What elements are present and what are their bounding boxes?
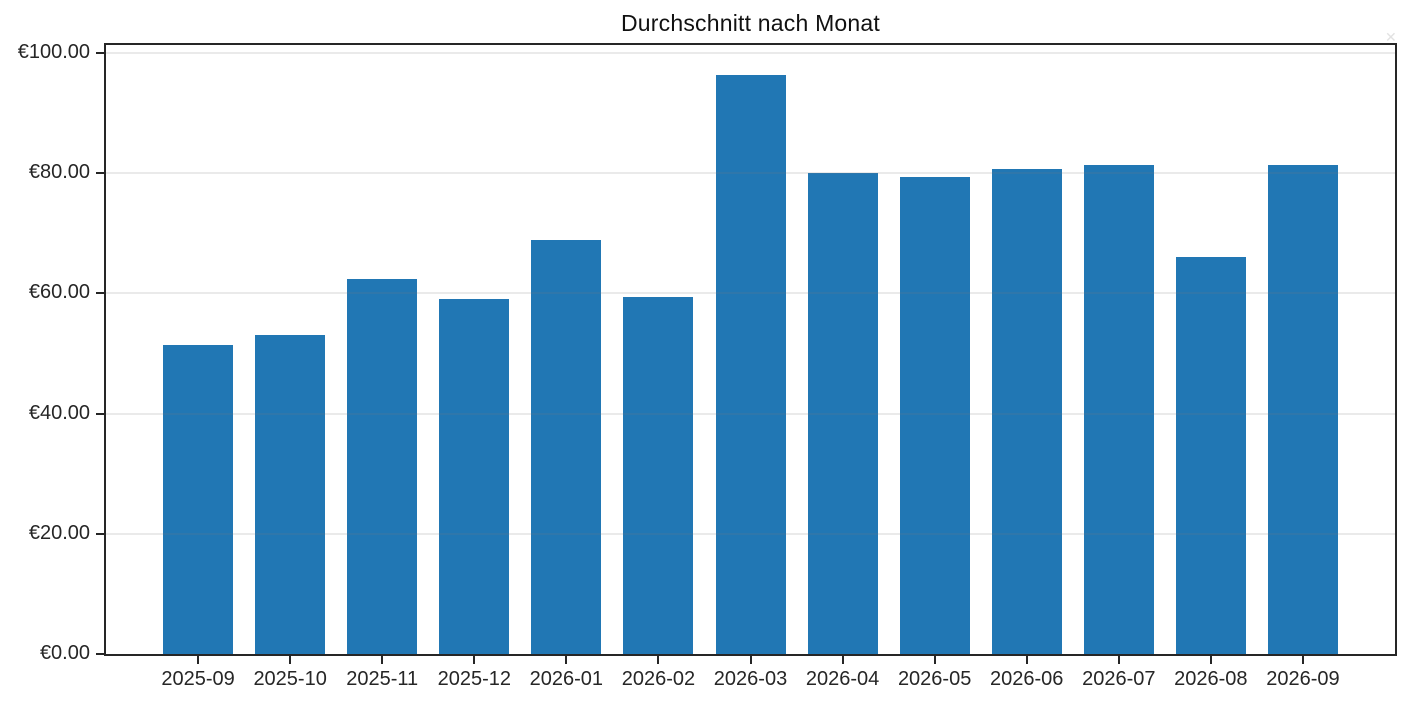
y-tick-mark — [96, 292, 104, 295]
x-tick-label: 2026-04 — [805, 668, 880, 690]
x-tick-label: 2026-09 — [1266, 668, 1340, 690]
bar-2025-09 — [163, 345, 234, 654]
y-tick-label: €100.00 — [17, 40, 90, 63]
gridline — [106, 172, 1395, 175]
bar-2026-09 — [1267, 165, 1338, 654]
bar-2026-01 — [531, 239, 602, 654]
x-tick-mark — [565, 656, 568, 664]
y-tick-label: €0.00 — [39, 642, 90, 664]
x-tick-label: 2025-09 — [161, 668, 235, 690]
x-tick-label: 2026-06 — [990, 668, 1064, 690]
bar-2026-02 — [623, 296, 694, 654]
y-tick-label: €80.00 — [28, 161, 90, 184]
bar-2026-04 — [807, 173, 878, 654]
x-tick-label: 2026-03 — [713, 668, 788, 690]
x-tick-label: 2026-08 — [1174, 668, 1248, 690]
bar-2026-03 — [715, 75, 786, 654]
y-tick-mark — [96, 412, 104, 415]
y-tick-label: €40.00 — [28, 401, 90, 424]
faint-corner-mark-icon: ✕ — [1385, 29, 1397, 45]
x-tick-mark — [657, 656, 660, 664]
x-tick-mark — [289, 656, 292, 664]
y-tick-label: €20.00 — [28, 521, 90, 544]
gridline — [106, 292, 1395, 295]
x-tick-label: 2025-11 — [346, 668, 419, 690]
x-tick-mark — [933, 656, 936, 664]
bar-2026-05 — [899, 176, 970, 654]
bar-2026-08 — [1175, 257, 1246, 654]
x-tick-mark — [473, 656, 476, 664]
x-tick-mark — [1025, 656, 1028, 664]
x-tick-mark — [749, 656, 752, 664]
y-tick-mark — [96, 532, 104, 535]
x-tick-label: 2025-10 — [253, 668, 327, 690]
gridline — [106, 51, 1395, 54]
x-tick-mark — [841, 656, 844, 664]
y-tick-mark — [96, 653, 104, 655]
bar-2025-10 — [255, 335, 326, 654]
chart-title: Durchschnitt nach Monat — [620, 10, 880, 36]
x-tick-label: 2026-01 — [529, 668, 604, 690]
x-tick-label: 2025-12 — [437, 668, 511, 690]
x-tick-mark — [1209, 656, 1212, 664]
y-tick-label: €60.00 — [28, 281, 90, 304]
x-tick-mark — [197, 656, 200, 664]
x-tick-label: 2026-07 — [1082, 668, 1156, 690]
y-tick-mark — [96, 51, 104, 54]
x-tick-mark — [381, 656, 384, 664]
x-tick-mark — [1301, 656, 1304, 664]
gridline — [106, 532, 1395, 535]
gridline — [106, 412, 1395, 415]
plot-area — [104, 43, 1397, 656]
bar-2025-11 — [347, 278, 418, 654]
x-tick-mark — [1117, 656, 1120, 664]
bar-2025-12 — [439, 298, 510, 654]
x-tick-label: 2026-05 — [897, 668, 972, 690]
y-tick-mark — [96, 172, 104, 175]
bar-2026-06 — [991, 169, 1062, 654]
x-tick-label: 2026-02 — [621, 668, 696, 690]
bar-2026-07 — [1083, 164, 1154, 654]
